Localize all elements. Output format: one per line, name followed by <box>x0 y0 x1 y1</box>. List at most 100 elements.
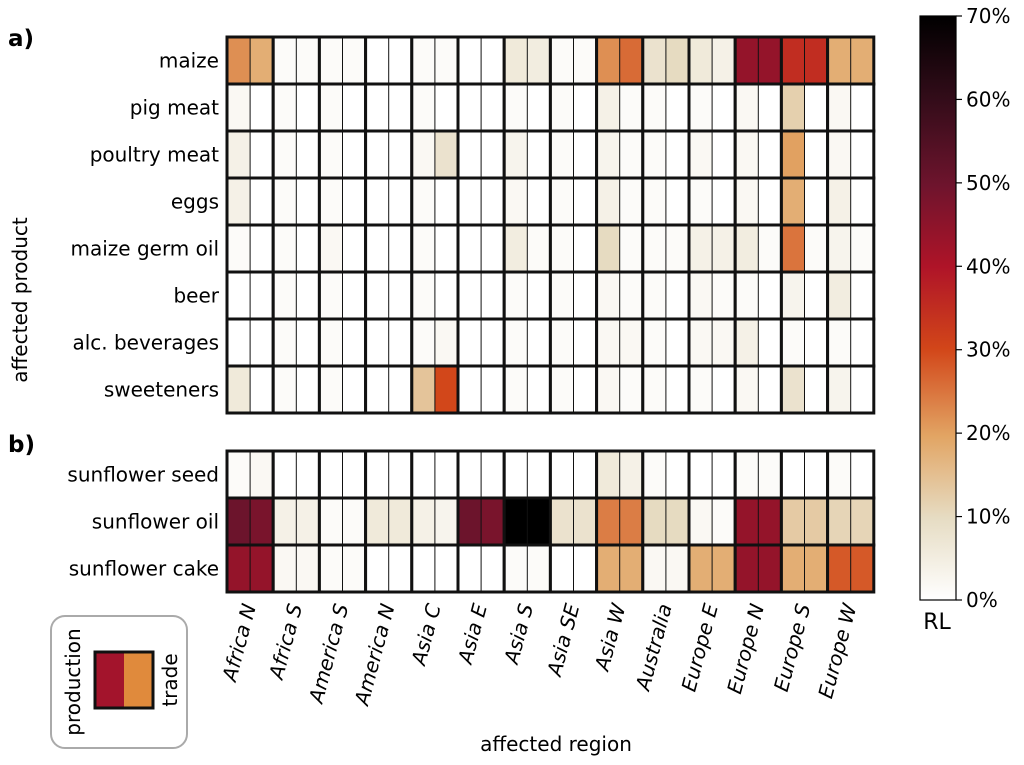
heatmap-cell-trade <box>342 178 366 225</box>
heatmap-cell-trade <box>342 37 366 84</box>
heatmap-cell-production <box>781 272 805 319</box>
colorbar: 0% 10% 20% 30% 40% 50% 60% 70% <box>919 4 1010 612</box>
heatmap-cell-trade <box>434 498 458 545</box>
heatmap-cell-trade <box>342 84 366 131</box>
heatmap-cell-trade <box>388 37 412 84</box>
heatmap-cell-trade <box>619 272 643 319</box>
heatmap-cell-production <box>411 319 435 366</box>
heatmap-cell-production <box>504 319 528 366</box>
heatmap-cell-production <box>458 225 482 272</box>
heatmap-cell-trade <box>850 131 874 178</box>
heatmap-cell-trade <box>388 178 412 225</box>
heatmap-cell-production <box>689 131 713 178</box>
heatmap-cell-production <box>642 319 666 366</box>
heatmap-cell-trade <box>804 545 828 592</box>
heatmap-cell-trade <box>481 84 505 131</box>
heatmap-cell-production <box>827 225 851 272</box>
heatmap-cell-trade <box>850 178 874 225</box>
heatmap-cell-production <box>827 131 851 178</box>
heatmap-cell-production <box>642 366 666 413</box>
heatmap-cell-production <box>227 84 251 131</box>
heatmap-cell-production <box>365 366 389 413</box>
heatmap-cell-production <box>319 37 343 84</box>
heatmap-cell-production <box>689 319 713 366</box>
y-tick-label: poultry meat <box>90 143 219 167</box>
heatmap-cell-production <box>735 272 759 319</box>
heatmap-cell-production <box>689 498 713 545</box>
heatmap-cell-trade <box>850 366 874 413</box>
heatmap-cell-trade <box>527 84 551 131</box>
heatmap-cell-trade <box>342 366 366 413</box>
heatmap-cell-production <box>735 178 759 225</box>
heatmap-cell-trade <box>250 131 274 178</box>
heatmap-cell-trade <box>712 37 736 84</box>
heatmap-cell-trade <box>388 272 412 319</box>
heatmap-cell-production <box>411 366 435 413</box>
heatmap-cell-trade <box>342 498 366 545</box>
heatmap-cell-production <box>642 498 666 545</box>
heatmap-cell-trade <box>573 319 597 366</box>
x-tick-label: Europe N <box>722 601 769 696</box>
colorbar-label: RL <box>923 610 951 635</box>
heatmap-cell-production <box>458 451 482 498</box>
heatmap-cell-production <box>596 225 620 272</box>
heatmap-panel-b: sunflower seed sunflower oil sunflower cak… <box>67 449 876 594</box>
x-tick-label: Australia <box>630 601 677 695</box>
heatmap-cell-trade <box>850 37 874 84</box>
heatmap-cell-trade <box>296 225 320 272</box>
heatmap-cell-production <box>689 84 713 131</box>
heatmap-cell-border <box>826 543 876 594</box>
heatmap-cell-production <box>781 37 805 84</box>
heatmap-cell-production <box>827 498 851 545</box>
heatmap-cell-production <box>642 272 666 319</box>
heatmap-cell-production <box>781 84 805 131</box>
y-tick-label: sunflower seed <box>67 463 219 487</box>
heatmap-cell-trade <box>250 37 274 84</box>
heatmap-cell-production <box>504 225 528 272</box>
heatmap-cell-production <box>504 498 528 545</box>
heatmap-cell-trade <box>250 84 274 131</box>
heatmap-cell-production <box>689 451 713 498</box>
heatmap-cell-production <box>504 272 528 319</box>
heatmap-cell-production <box>735 225 759 272</box>
heatmap-cell-trade <box>481 37 505 84</box>
heatmap-row <box>225 176 876 227</box>
heatmap-cell-production <box>642 451 666 498</box>
heatmap-cell-production <box>458 37 482 84</box>
heatmap-cell-production <box>781 131 805 178</box>
heatmap-cell-production <box>273 451 297 498</box>
heatmap-cell-trade <box>342 451 366 498</box>
y-tick-label: maize <box>159 49 219 73</box>
heatmap-cell-trade <box>712 225 736 272</box>
legend-swatch-trade <box>124 652 153 708</box>
heatmap-cell-trade <box>434 545 458 592</box>
x-tick-label: Europe W <box>813 600 862 701</box>
heatmap-cell-production <box>642 84 666 131</box>
heatmap-cell-trade <box>296 131 320 178</box>
heatmap-cell-trade <box>434 366 458 413</box>
heatmap-cell-production <box>273 225 297 272</box>
heatmap-cell-production <box>365 225 389 272</box>
x-tick-label: Africa S <box>264 601 308 684</box>
heatmap-cell-production <box>827 272 851 319</box>
y-tick-label: maize germ oil <box>70 237 219 261</box>
heatmap-cell-trade <box>619 178 643 225</box>
heatmap-cell-trade <box>619 319 643 366</box>
heatmap-cell-trade <box>481 498 505 545</box>
heatmap-cell-production <box>504 37 528 84</box>
heatmap-cell-production <box>411 451 435 498</box>
y-tick-label: pig meat <box>130 96 219 120</box>
heatmap-cell-production <box>781 225 805 272</box>
heatmap-cell-trade <box>388 498 412 545</box>
heatmap-cell-production <box>550 545 574 592</box>
heatmap-cell-trade <box>573 84 597 131</box>
heatmap-cell-trade <box>850 545 874 592</box>
heatmap-cell-production <box>827 366 851 413</box>
heatmap-cell-trade <box>388 451 412 498</box>
heatmap-cell-production <box>689 366 713 413</box>
heatmap-cell-trade <box>434 37 458 84</box>
heatmap-cell-trade <box>758 319 782 366</box>
heatmap-cell-production <box>735 545 759 592</box>
heatmap-cell-production <box>227 319 251 366</box>
heatmap-cell-trade <box>712 319 736 366</box>
